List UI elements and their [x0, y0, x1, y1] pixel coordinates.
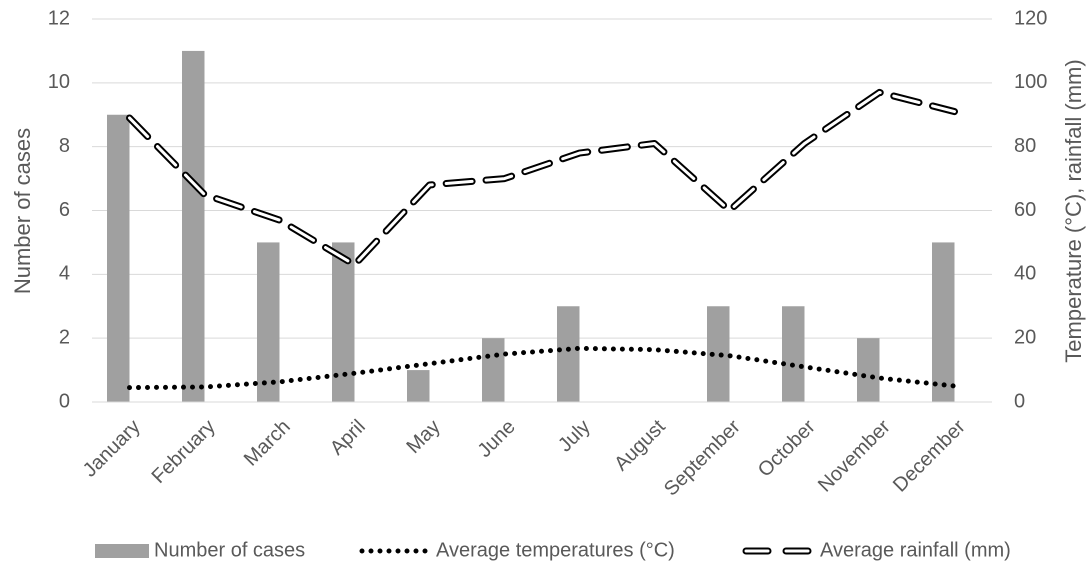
- y-tick-label: 4: [59, 263, 70, 285]
- bar: [932, 242, 955, 402]
- y2-tick-label: 40: [1014, 263, 1036, 285]
- y2-tick-label: 0: [1014, 390, 1025, 412]
- x-tick-label: July: [554, 416, 595, 457]
- x-tick-label: November: [814, 415, 895, 496]
- x-tick-label: March: [240, 416, 295, 471]
- bar: [107, 114, 130, 402]
- y2-tick-label: 80: [1014, 135, 1036, 157]
- x-tick-label: August: [610, 415, 670, 475]
- legend-label: Average temperatures (°C): [436, 539, 675, 561]
- y-tick-label: 10: [48, 71, 70, 93]
- y-tick-label: 8: [59, 135, 70, 157]
- y2-tick-label: 20: [1014, 326, 1036, 348]
- y-tick-label: 2: [59, 326, 70, 348]
- bar: [182, 50, 205, 403]
- bar: [407, 370, 430, 402]
- legend-swatch: [95, 544, 149, 558]
- bar: [482, 338, 505, 402]
- legend-label: Number of cases: [154, 539, 305, 561]
- x-tick-label: June: [474, 416, 520, 462]
- line: [127, 345, 957, 391]
- y2-tick-label: 120: [1014, 7, 1047, 29]
- y-axis-title: Number of cases: [10, 128, 35, 294]
- y2-axis-title: Temperature (°C), rainfall (mm): [1061, 59, 1086, 362]
- x-tick-label: May: [402, 416, 444, 458]
- bar: [782, 306, 805, 402]
- y-tick-label: 0: [59, 390, 70, 412]
- y-tick-label: 12: [48, 7, 70, 29]
- bar: [707, 306, 730, 402]
- y2-tick-label: 100: [1014, 71, 1047, 93]
- bar: [332, 242, 355, 402]
- bar: [557, 306, 580, 402]
- x-tick-label: April: [326, 416, 370, 460]
- x-tick-label: September: [660, 415, 745, 500]
- x-tick-label: December: [889, 415, 970, 496]
- bar: [857, 338, 880, 402]
- x-tick-label: January: [79, 416, 145, 482]
- y-tick-label: 6: [59, 199, 70, 221]
- line-inner: [128, 90, 956, 267]
- line: [126, 88, 958, 269]
- bar: [257, 242, 280, 402]
- legend-label: Average rainfall (mm): [820, 539, 1011, 561]
- y2-tick-label: 60: [1014, 199, 1036, 221]
- x-tick-label: October: [754, 415, 820, 481]
- x-tick-label: February: [148, 416, 220, 488]
